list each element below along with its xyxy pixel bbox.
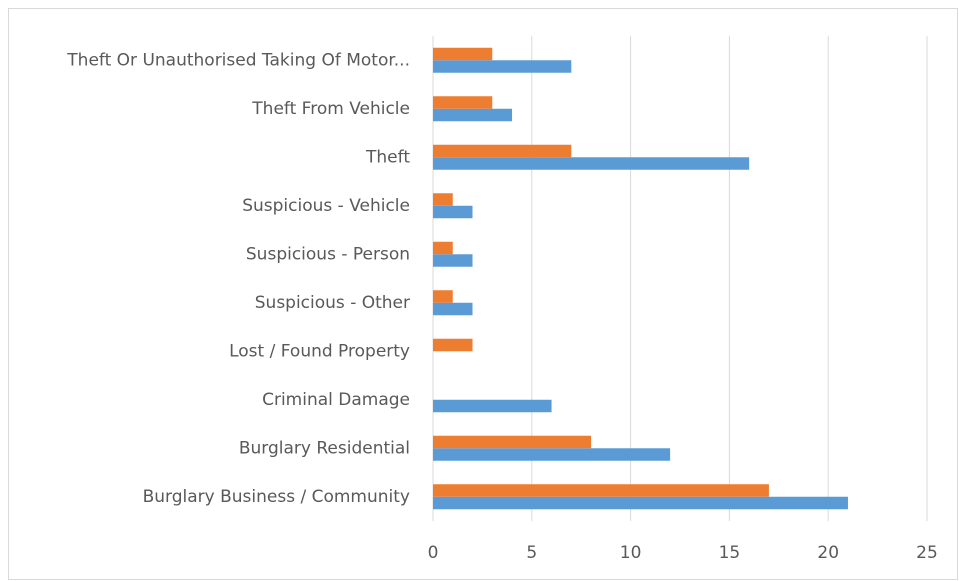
y-tick-label: Burglary Residential [239,438,410,458]
bar [433,399,552,413]
bar [433,193,453,206]
x-tick-label: 10 [620,543,642,563]
bar [433,47,493,61]
y-tick-label: Theft From Vehicle [251,99,410,119]
y-tick-label: Suspicious - Other [255,293,410,313]
bar [433,205,473,219]
bar [433,302,473,316]
y-tick-label: Suspicious - Person [246,244,410,264]
bar [433,290,453,303]
bar [433,484,769,497]
x-tick-label: 20 [817,543,839,563]
y-tick-label: Lost / Found Property [229,341,410,361]
x-tick-label: 25 [916,543,938,563]
bar [433,338,473,352]
y-tick-label: Suspicious - Vehicle [242,196,410,216]
y-tick-label: Criminal Damage [262,390,410,410]
bar [433,157,750,170]
bar [433,435,592,449]
y-tick-label: Theft [365,147,410,167]
bar [433,108,513,122]
bar [433,60,572,73]
bar [433,448,671,461]
bar [433,144,572,158]
x-tick-label: 5 [526,543,537,563]
bar [433,254,473,267]
chart-border [8,8,958,580]
y-tick-label: Theft Or Unauthorised Taking Of Motor... [66,50,410,70]
y-tick-label: Burglary Business / Community [143,487,410,507]
bar [433,96,493,109]
x-tick-label: 0 [428,543,439,563]
x-tick-label: 15 [719,543,741,563]
bar [433,496,848,510]
bar [433,241,453,255]
